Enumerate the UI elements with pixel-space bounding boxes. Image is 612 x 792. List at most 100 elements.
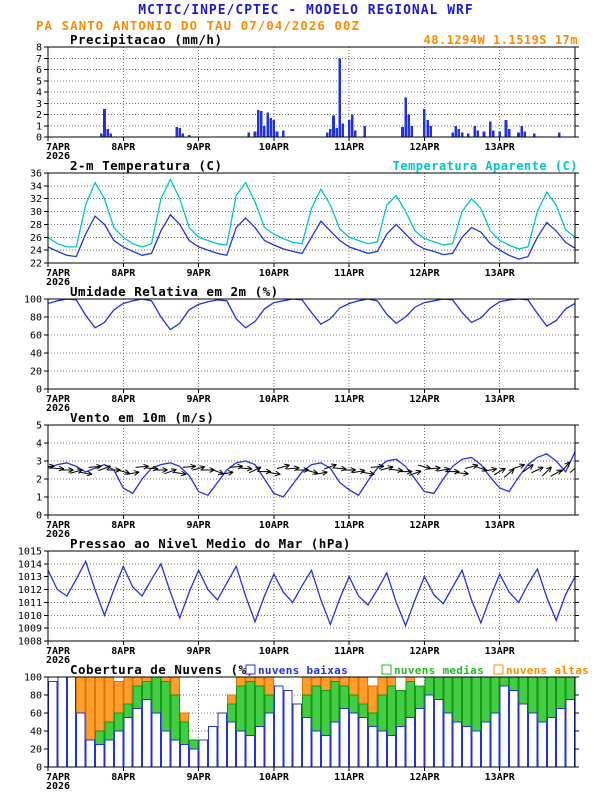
precip-bar xyxy=(350,114,354,137)
wind-barb xyxy=(69,469,83,474)
wind-barb-head xyxy=(133,470,140,473)
wind-barb-head xyxy=(426,464,432,469)
wind-barb-head xyxy=(199,465,205,468)
cloud-bar-nuvens-baixas xyxy=(179,744,190,767)
x-tick-label: 13APR xyxy=(485,646,516,657)
y-tick-label: 20 xyxy=(30,745,42,756)
cloud-bar-nuvens-baixas xyxy=(48,681,58,767)
precip-bar xyxy=(457,129,461,137)
wind-barb-head xyxy=(125,469,130,474)
wind-barb xyxy=(522,464,534,473)
wind-barb-head xyxy=(520,464,526,469)
wind-barb xyxy=(248,466,262,474)
cloud-bar-nuvens-baixas xyxy=(189,748,199,767)
wind-barb xyxy=(182,465,196,468)
wind-barb-head xyxy=(87,470,93,475)
wind-barb-head xyxy=(332,464,337,469)
x-tick-label: 9APR xyxy=(187,772,212,783)
x-tick-label: 10APR xyxy=(259,772,290,783)
precip-bar xyxy=(523,131,527,137)
wind-barb-head xyxy=(48,463,55,467)
precip-bar xyxy=(253,131,257,137)
wind-barb-head xyxy=(284,463,290,466)
wind-barb xyxy=(541,466,552,477)
precip-bar xyxy=(260,111,263,137)
y-tick-label: 0 xyxy=(36,133,42,144)
cloud-bar-nuvens-medias xyxy=(236,685,246,767)
wind-barb-head xyxy=(546,466,552,470)
precip-bar xyxy=(426,120,429,137)
series-group xyxy=(48,299,575,331)
x-tick-sublabel: 2026 xyxy=(46,403,70,411)
cloud-bar-nuvens-baixas xyxy=(132,708,143,767)
wind-barb xyxy=(286,467,300,470)
y-tick-label: 5 xyxy=(36,76,42,87)
x-tick-label: 13APR xyxy=(485,268,516,279)
cloud-bar-nuvens-baixas xyxy=(160,730,171,767)
precip-bar xyxy=(347,120,351,137)
wind-barb-head xyxy=(86,473,93,477)
wind-barb xyxy=(531,466,544,474)
wind-barb-head xyxy=(190,463,196,467)
wind-barb xyxy=(211,468,224,475)
cloud-bar-nuvens-baixas xyxy=(377,730,387,767)
cloud-bar-nuvens-baixas xyxy=(499,685,510,767)
wind-barb-head xyxy=(68,469,74,473)
wind-barb xyxy=(550,469,563,477)
y-tick-label: 24 xyxy=(30,246,42,257)
wind-barb-head xyxy=(105,465,111,467)
series-group xyxy=(48,451,575,498)
legend-swatch-nuvens-baixas xyxy=(245,664,256,675)
legend-swatch-nuvens-altas xyxy=(493,664,504,675)
x-tick-label: 9APR xyxy=(187,142,212,153)
wind-barb-head xyxy=(275,470,281,475)
plot-frame xyxy=(47,298,576,390)
cloud-bar-nuvens-altas xyxy=(85,677,96,767)
x-tick-label: 13APR xyxy=(485,142,516,153)
wind-barb-head xyxy=(378,465,385,470)
x-tick-label: 8APR xyxy=(111,142,136,153)
cloud-bar-nuvens-medias xyxy=(462,677,472,767)
y-tick-label: 1009 xyxy=(18,624,42,635)
wind-barb xyxy=(408,470,422,476)
precip-bar xyxy=(325,132,329,137)
x-tick-label: 11APR xyxy=(334,772,365,783)
wind-barb xyxy=(324,464,337,470)
wind-barb xyxy=(126,471,140,475)
panel-title: Vento em 10m (m/s) xyxy=(70,411,214,425)
x-tick-sublabel: 2026 xyxy=(46,529,70,537)
precip-bar xyxy=(482,131,486,137)
y-tick-label: 2 xyxy=(36,110,42,121)
wind-barb-head xyxy=(257,466,262,472)
y-tick-label: 4 xyxy=(36,439,42,450)
precip-bar xyxy=(507,129,511,137)
wind-barb xyxy=(305,469,318,474)
cloud-bar-nuvens-baixas xyxy=(452,721,463,767)
panel-right-label: Temperatura Aparente (C) xyxy=(393,159,578,173)
wind-barb-head xyxy=(527,464,534,467)
panel-title: Precipitacao (mm/h) xyxy=(70,33,223,47)
cloud-bar-nuvens-baixas xyxy=(57,677,67,767)
cloud-bar-nuvens-baixas xyxy=(424,694,434,767)
cloud-bar-nuvens-baixas xyxy=(320,735,331,767)
precip-bar xyxy=(247,132,251,137)
y-tick-label: 1 xyxy=(36,121,42,132)
wind-barb-head xyxy=(415,469,422,472)
cloud-bar-nuvens-baixas xyxy=(104,739,114,767)
precip-bar xyxy=(476,130,480,137)
cloud-bar-nuvens-baixas xyxy=(471,730,481,767)
wind-barb xyxy=(380,466,394,471)
wind-barb-head xyxy=(397,467,403,471)
wind-barb-head xyxy=(482,466,488,471)
wind-barb-head xyxy=(378,463,385,467)
legend-label: nuvens medias xyxy=(394,664,484,677)
wind-barb-head xyxy=(106,465,111,471)
wind-barb-head xyxy=(115,467,121,471)
y-tick-label: 80 xyxy=(30,691,42,702)
series-line xyxy=(48,177,575,250)
wind-barb-head xyxy=(511,468,515,475)
wind-barb xyxy=(436,468,450,472)
precip-bar xyxy=(429,125,433,137)
